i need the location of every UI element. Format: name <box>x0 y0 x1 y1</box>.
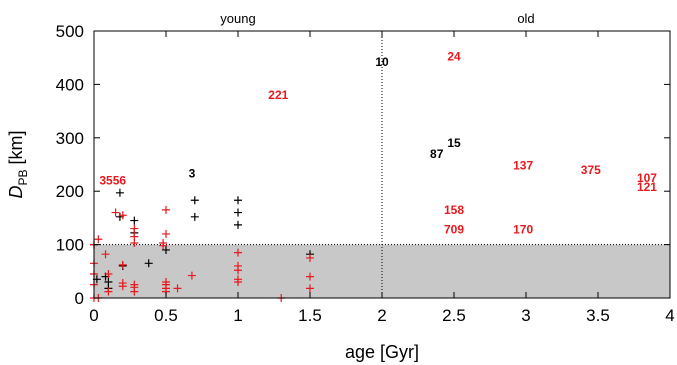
data-point-black <box>234 208 242 217</box>
annotation-label: 15 <box>447 136 461 150</box>
x-axis-title: age [Gyr] <box>345 342 419 362</box>
data-point-red <box>130 287 139 296</box>
data-point-red <box>234 266 242 275</box>
y-tick-label: 0 <box>75 289 84 308</box>
data-point-red <box>187 271 196 280</box>
annotation-label: 158 <box>444 203 464 217</box>
data-point-red <box>118 260 127 269</box>
annotation-label: 24 <box>447 50 461 64</box>
data-point-black <box>104 277 113 286</box>
data-point-red <box>162 205 170 214</box>
data-point-red <box>104 287 113 296</box>
data-point-red <box>234 248 242 257</box>
y-axis-title: DPB [km] <box>6 130 30 198</box>
data-point-black <box>162 245 170 254</box>
y-tick-label: 400 <box>56 75 84 94</box>
y-tick-label: 300 <box>56 129 84 148</box>
data-point-red <box>173 284 182 293</box>
x-tick-label: 1.5 <box>298 306 322 325</box>
data-point-red <box>159 241 168 250</box>
data-point-black <box>130 216 139 225</box>
y-tick-label: 100 <box>56 236 84 255</box>
data-point-red <box>104 269 113 278</box>
data-point-red <box>118 282 127 291</box>
annotation-label: 10 <box>375 55 389 69</box>
annotation-label: 709 <box>444 223 464 237</box>
data-point-red <box>306 284 314 293</box>
region-label-young: young <box>220 11 255 26</box>
annotation-label: 170 <box>513 223 533 237</box>
x-tick-label: 2 <box>377 306 386 325</box>
data-point-red <box>162 229 170 238</box>
x-tick-label: 2.5 <box>442 306 466 325</box>
x-tick-label: 1 <box>233 306 242 325</box>
data-point-black <box>190 212 199 221</box>
annotation-label: 107 <box>637 171 657 185</box>
x-tick-label: 3.5 <box>586 306 610 325</box>
y-tick-label: 500 <box>56 22 84 41</box>
y-tick-label: 200 <box>56 182 84 201</box>
x-tick-label: 4 <box>665 306 674 325</box>
x-tick-label: 0.5 <box>154 306 178 325</box>
x-tick-label: 0 <box>89 306 98 325</box>
annotation-label: 221 <box>268 88 288 102</box>
data-point-black <box>144 259 153 268</box>
annotation-label: 137 <box>513 159 533 173</box>
data-point-red <box>306 272 314 281</box>
data-point-red <box>130 238 139 247</box>
data-point-black <box>234 220 242 229</box>
region-label-old: old <box>517 11 534 26</box>
annotation-label: 3556 <box>99 174 126 188</box>
data-point-red <box>111 208 120 217</box>
data-point-red <box>234 277 242 286</box>
data-point-black <box>234 196 242 205</box>
annotation-label: 121 <box>637 180 657 194</box>
annotation-label: 3 <box>189 167 196 181</box>
x-tick-label: 3 <box>521 306 530 325</box>
annotation-label: 375 <box>581 163 601 177</box>
data-point-red <box>94 235 103 244</box>
annotation-label: 87 <box>430 147 444 161</box>
data-point-red <box>118 211 127 220</box>
data-point-red <box>101 250 110 259</box>
data-point-red <box>130 224 139 233</box>
data-point-black <box>190 196 199 205</box>
data-point-black <box>115 188 124 197</box>
data-point-red <box>306 253 314 262</box>
